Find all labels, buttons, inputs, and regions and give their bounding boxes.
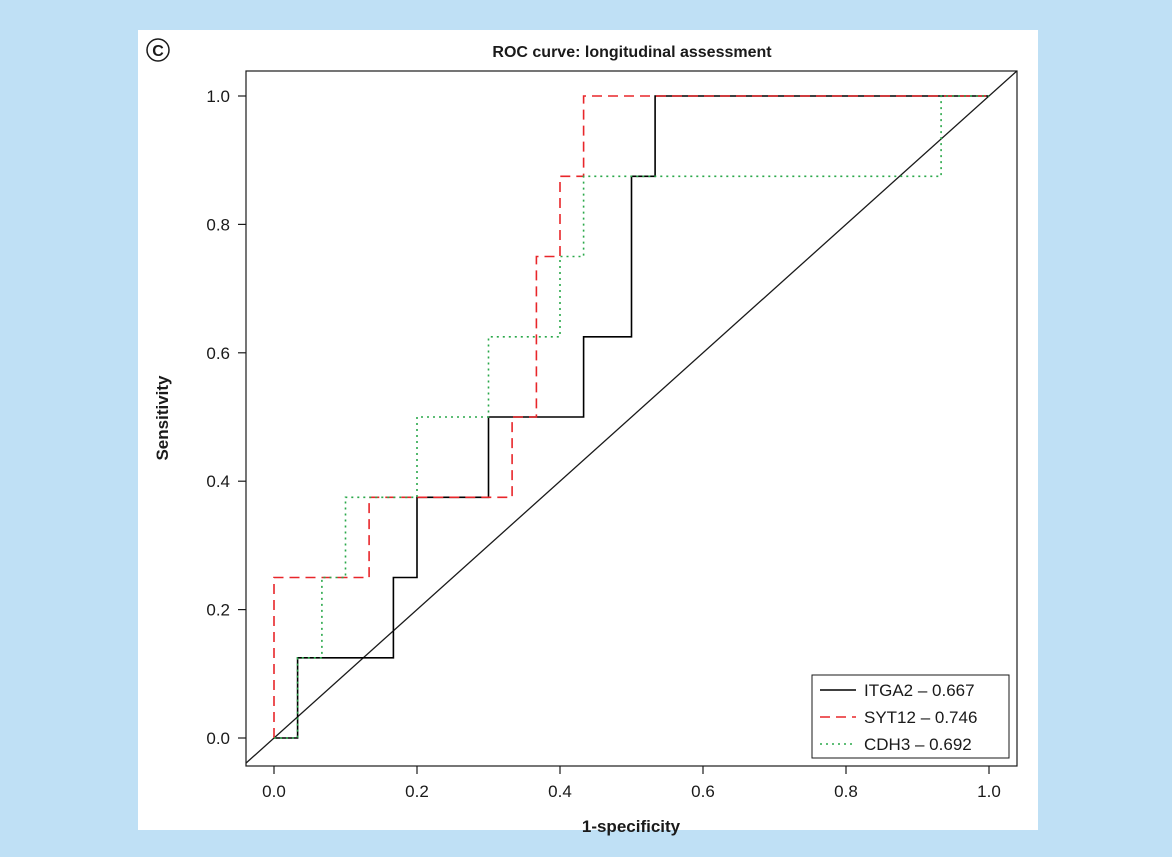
x-axis-title: 1-specificity bbox=[582, 817, 681, 836]
x-tick-label-4: 0.8 bbox=[834, 782, 858, 801]
chart-title: ROC curve: longitudinal assessment bbox=[492, 44, 772, 61]
y-tick-label-0: 0.0 bbox=[206, 729, 230, 748]
y-tick-label-1: 0.2 bbox=[206, 601, 230, 620]
legend-label-2: CDH3 – 0.692 bbox=[864, 735, 972, 754]
legend-label-1: SYT12 – 0.746 bbox=[864, 708, 977, 727]
series-line-cdh3 bbox=[274, 95, 989, 739]
panel-letter-circle bbox=[146, 38, 170, 62]
panel-letter: C bbox=[152, 43, 164, 60]
y-tick-label-2: 0.4 bbox=[206, 472, 230, 491]
x-tick-label-2: 0.4 bbox=[548, 782, 572, 801]
x-tick-label-1: 0.2 bbox=[405, 782, 429, 801]
x-tick-label-5: 1.0 bbox=[977, 782, 1001, 801]
y-tick-label-5: 1.0 bbox=[206, 87, 230, 106]
y-axis-title: Sensitivity bbox=[153, 375, 172, 461]
legend-label-0: ITGA2 – 0.667 bbox=[864, 681, 975, 700]
y-tick-label-3: 0.6 bbox=[206, 344, 230, 363]
x-axis: 0.0 0.2 0.4 0.6 0.8 1.0 bbox=[262, 766, 1001, 801]
series-layer bbox=[245, 70, 1018, 764]
y-axis: 0.0 0.2 0.4 0.6 0.8 1.0 bbox=[206, 87, 246, 748]
plot-frame bbox=[245, 70, 1018, 767]
x-tick-label-3: 0.6 bbox=[691, 782, 715, 801]
x-tick-label-0: 0.0 bbox=[262, 782, 286, 801]
diagonal-reference-line bbox=[245, 70, 1018, 764]
y-tick-label-4: 0.8 bbox=[206, 215, 230, 234]
legend: ITGA2 – 0.667 SYT12 – 0.746 CDH3 – 0.692 bbox=[811, 674, 1010, 759]
